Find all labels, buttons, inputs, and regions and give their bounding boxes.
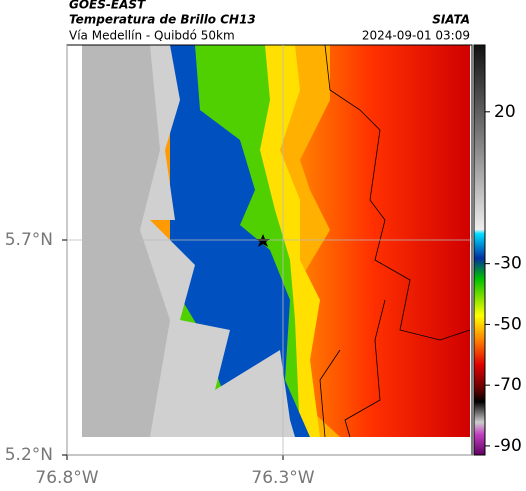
- datetime: 2024-09-01 03:09: [362, 29, 470, 43]
- colorbar-tick-label: -50: [494, 314, 522, 334]
- colorbar-tick-label: -70: [494, 375, 522, 395]
- colorbar: [473, 44, 486, 456]
- x-tick-label: 76.3°W: [251, 468, 314, 488]
- location-star: [256, 234, 270, 247]
- y-tick-label: 5.7°N: [5, 230, 53, 250]
- subtitle: Temperatura de Brillo CH13: [69, 13, 256, 27]
- colorbar-tick-label: -30: [494, 254, 522, 274]
- y-tick-label: 5.2°N: [5, 445, 53, 465]
- title: GOES-EAST: [69, 0, 146, 12]
- route: Vía Medellín - Quibdó 50km: [69, 29, 235, 43]
- source: SIATA: [432, 13, 470, 27]
- satellite-image: [82, 44, 471, 438]
- x-tick-label: 76.8°W: [35, 468, 98, 488]
- colorbar-tick-label: 20: [494, 102, 516, 122]
- colorbar-tick-label: -90: [494, 436, 522, 456]
